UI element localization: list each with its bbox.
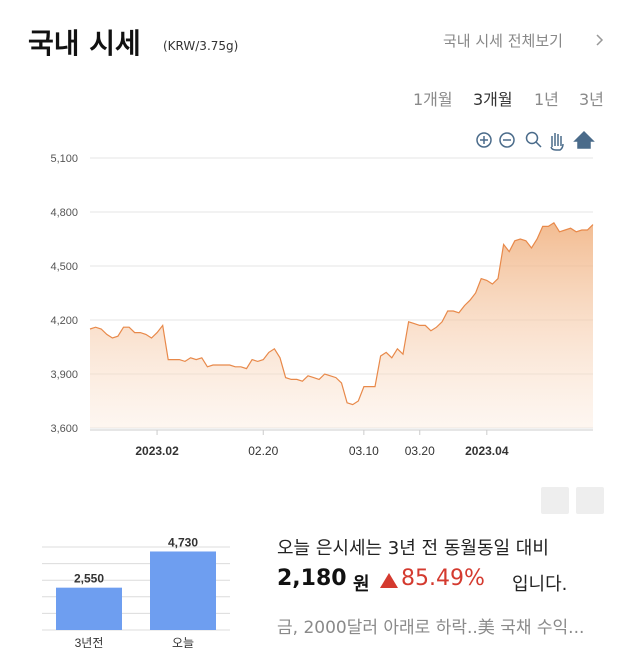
change-unit: 원 [353,574,370,595]
x-tick-label: 02.20 [248,444,278,458]
y-tick-label: 4,500 [50,261,78,273]
toolbar [476,130,595,151]
change-rate: 85.49% [401,566,485,591]
x-tick-label: 03.20 [405,444,435,458]
zoom-in-button[interactable] [476,132,492,148]
period-tab[interactable]: 3년 [579,90,604,109]
area-fill [90,222,593,428]
change-amount: 2,180 [277,566,347,591]
x-tick-label: 03.10 [349,444,379,458]
x-tick-label: 3년전 [75,636,104,650]
value-label: 2,550 [74,572,104,586]
summary-line: 오늘 은시세는 3년 전 동월동일 대비 [277,538,549,559]
next-button[interactable] [576,487,604,514]
y-tick-label: 3,600 [50,423,78,435]
period-tab[interactable]: 1년 [534,90,559,109]
summary-suffix: 입니다. [512,574,568,595]
y-tick-label: 4,800 [50,207,78,219]
x-tick-label: 2023.02 [135,444,179,458]
y-tick-label: 4,200 [50,315,78,327]
news-headline[interactable]: 금, 2000달러 아래로 하락..美 국채 수익... [277,618,585,638]
bar [56,587,122,630]
x-tick-label: 2023.04 [465,444,509,458]
y-tick-label: 3,900 [50,369,78,381]
prev-button[interactable] [541,487,569,514]
zoom-select-button[interactable] [525,131,542,148]
home-button[interactable] [573,130,595,149]
pan-button[interactable] [550,133,564,151]
page-title: 국내 시세 [28,27,141,60]
bar [150,551,216,630]
y-tick-label: 5,100 [50,153,78,165]
unit-label: (KRW/3.75g) [163,39,239,53]
price-line [89,221,594,406]
period-tab[interactable]: 1개월 [413,90,453,109]
period-tab[interactable]: 3개월 [473,90,513,109]
up-indicator [380,573,398,588]
value-label: 4,730 [168,535,198,549]
view-all-link[interactable]: 국내 시세 전체보기 [443,32,563,50]
zoom-out-button[interactable] [499,132,515,148]
x-tick-label: 오늘 [172,636,194,650]
link-chevron[interactable] [596,34,604,46]
